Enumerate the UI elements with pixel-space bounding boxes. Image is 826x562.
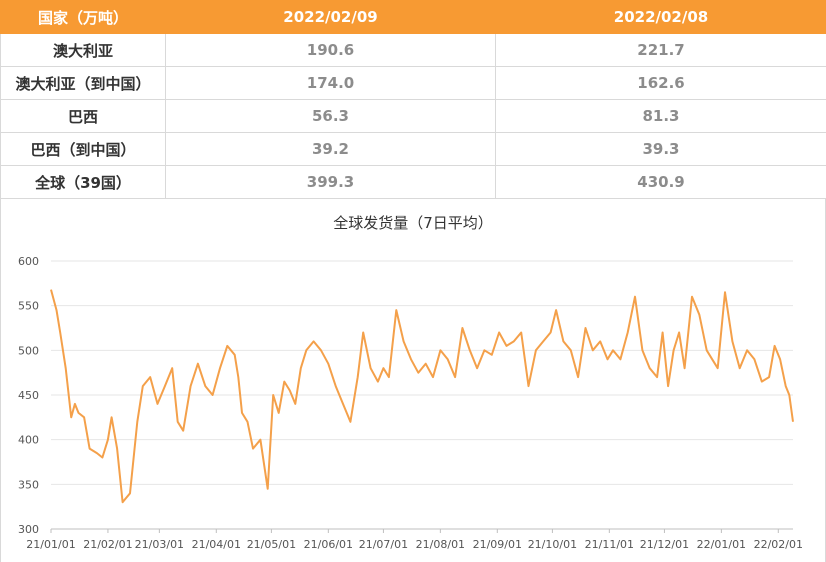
- x-tick-label: 22/01/01: [697, 538, 746, 551]
- row-value-2: 39.3: [495, 132, 826, 166]
- table-row: 澳大利亚 190.6 221.7: [0, 33, 826, 67]
- table-row: 巴西 56.3 81.3: [0, 99, 826, 133]
- row-value-2: 430.9: [495, 165, 826, 199]
- line-chart: 全球发货量（7日平均） 300 350 400 450 500 550 600 21/01/01…: [18, 214, 803, 551]
- x-tick-label: 21/10/01: [528, 538, 577, 551]
- row-value-1: 39.2: [165, 132, 496, 166]
- header-date-1: 2022/02/09: [165, 0, 496, 34]
- chart-title: 全球发货量（7日平均）: [333, 214, 493, 232]
- row-value-2: 162.6: [495, 66, 826, 100]
- x-tick-label: 22/02/01: [754, 538, 803, 551]
- table-header-row: 国家（万吨） 2022/02/09 2022/02/08: [0, 0, 826, 34]
- row-name: 巴西（到中国）: [0, 132, 166, 166]
- x-tick-label: 21/12/01: [640, 538, 689, 551]
- x-tick-label: 21/06/01: [304, 538, 353, 551]
- summary-table: 国家（万吨） 2022/02/09 2022/02/08 澳大利亚 190.6 …: [0, 0, 826, 199]
- row-value-2: 221.7: [495, 33, 826, 67]
- y-tick-label: 550: [18, 300, 39, 313]
- row-value-1: 399.3: [165, 165, 496, 199]
- x-tick-label: 21/05/01: [247, 538, 296, 551]
- x-tick-label: 21/09/01: [473, 538, 522, 551]
- y-tick-label: 400: [18, 434, 39, 447]
- row-name: 巴西: [0, 99, 166, 133]
- x-tick-label: 21/02/01: [83, 538, 132, 551]
- row-name: 澳大利亚: [0, 33, 166, 67]
- table-row: 全球（39国） 399.3 430.9: [0, 165, 826, 199]
- header-date-2: 2022/02/08: [495, 0, 826, 34]
- x-tick-label: 21/03/01: [135, 538, 184, 551]
- y-tick-label: 350: [18, 478, 39, 491]
- x-tick-label: 21/07/01: [359, 538, 408, 551]
- table-row: 巴西（到中国） 39.2 39.3: [0, 132, 826, 166]
- y-tick-label: 600: [18, 255, 39, 268]
- series-line: [50, 289, 794, 504]
- x-tick-label: 21/08/01: [416, 538, 465, 551]
- y-tick-label: 300: [18, 523, 39, 536]
- x-tick-label: 21/04/01: [192, 538, 241, 551]
- row-name: 全球（39国）: [0, 165, 166, 199]
- header-country: 国家（万吨）: [0, 0, 166, 34]
- chart-panel: 全球发货量（7日平均） 300 350 400 450 500 550 600 21/01/01…: [0, 198, 826, 562]
- row-value-2: 81.3: [495, 99, 826, 133]
- x-tick-label: 21/11/01: [585, 538, 634, 551]
- y-tick-label: 450: [18, 389, 39, 402]
- row-value-1: 56.3: [165, 99, 496, 133]
- table-row: 澳大利亚（到中国） 174.0 162.6: [0, 66, 826, 100]
- y-tick-label: 500: [18, 344, 39, 357]
- row-value-1: 174.0: [165, 66, 496, 100]
- row-name: 澳大利亚（到中国）: [0, 66, 166, 100]
- x-tick-label: 21/01/01: [26, 538, 75, 551]
- row-value-1: 190.6: [165, 33, 496, 67]
